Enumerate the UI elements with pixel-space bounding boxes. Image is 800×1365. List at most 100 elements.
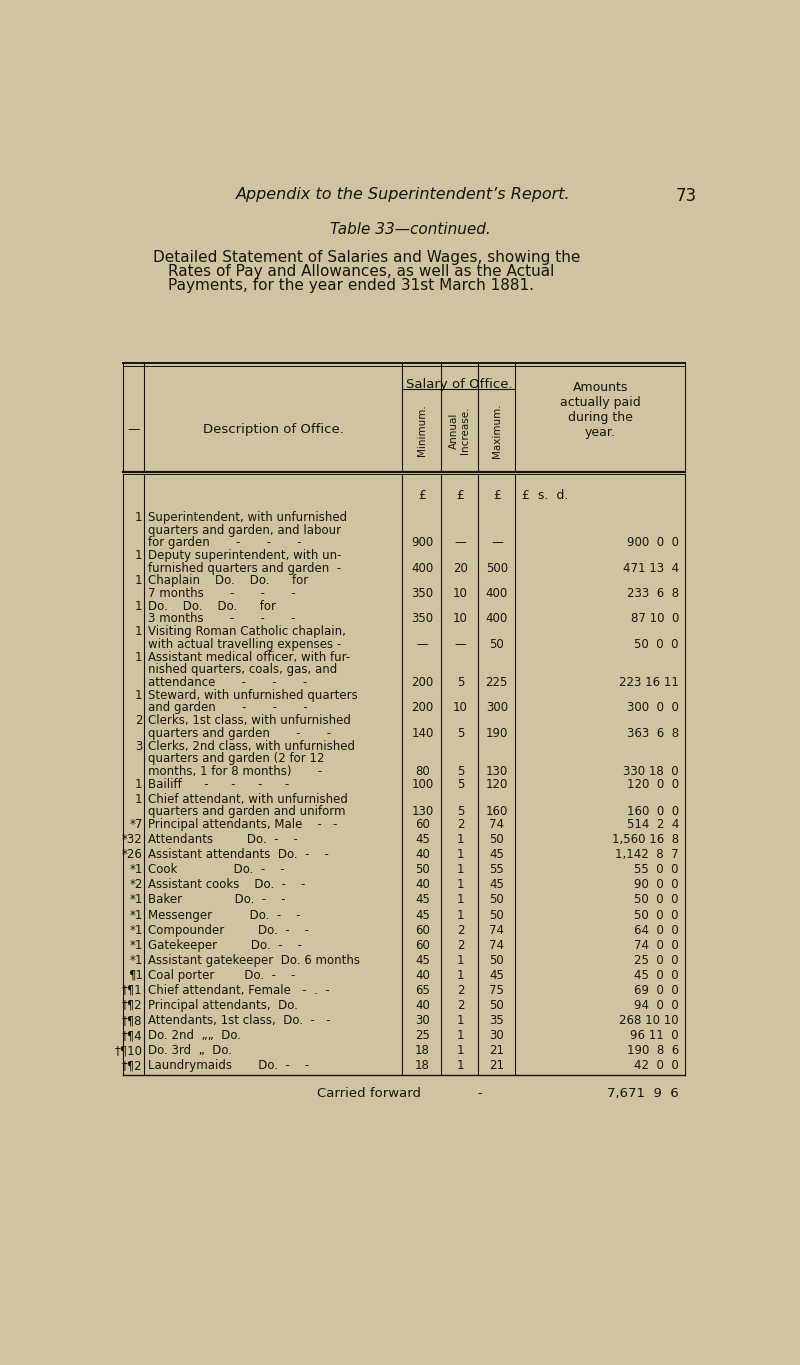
Text: 50: 50 [490,909,504,921]
Text: Minimum.: Minimum. [417,405,426,456]
Text: 190  8  6: 190 8 6 [626,1044,679,1058]
Text: quarters and garden       -       -: quarters and garden - - [148,726,331,740]
Text: †¶10: †¶10 [114,1044,142,1058]
Text: 10: 10 [453,587,468,601]
Text: 50: 50 [490,833,504,846]
Text: 1: 1 [457,863,464,876]
Text: Detailed Statement of Salaries and Wages, showing the: Detailed Statement of Salaries and Wages… [153,250,580,265]
Text: 2: 2 [457,999,464,1011]
Text: 1,560 16  8: 1,560 16 8 [612,833,679,846]
Text: 69  0  0: 69 0 0 [634,984,679,996]
Text: Do.    Do.    Do.      for: Do. Do. Do. for [148,599,276,613]
Text: 160  0  0: 160 0 0 [627,805,679,819]
Text: £: £ [418,489,426,502]
Text: 74: 74 [490,818,504,831]
Text: Chaplain    Do.    Do.      for: Chaplain Do. Do. for [148,575,308,587]
Text: Attendants         Do.  -    -: Attendants Do. - - [148,833,298,846]
Text: 50: 50 [490,637,504,651]
Text: 1: 1 [457,969,464,981]
Text: Chief attendant, Female   -  .  -: Chief attendant, Female - . - [148,984,330,996]
Text: Do. 2nd  „„  Do.: Do. 2nd „„ Do. [148,1029,241,1041]
Text: *7: *7 [130,818,142,831]
Text: *2: *2 [130,879,142,891]
Text: 21: 21 [490,1044,504,1058]
Text: Compounder         Do.  -    -: Compounder Do. - - [148,924,309,936]
Text: 50  0  0: 50 0 0 [634,909,679,921]
Text: 40: 40 [415,969,430,981]
Text: 74  0  0: 74 0 0 [634,939,679,951]
Text: Description of Office.: Description of Office. [202,423,344,435]
Text: *1: *1 [130,863,142,876]
Text: Assistant gatekeeper  Do. 6 months: Assistant gatekeeper Do. 6 months [148,954,360,966]
Text: —: — [454,536,466,549]
Text: 80: 80 [415,764,430,778]
Text: 1: 1 [135,511,142,524]
Text: 2: 2 [457,818,464,831]
Text: £: £ [493,489,501,502]
Text: Gatekeeper         Do.  -    -: Gatekeeper Do. - - [148,939,302,951]
Text: Maximum.: Maximum. [492,403,502,457]
Text: 45: 45 [490,848,504,861]
Text: 74: 74 [490,924,504,936]
Text: 500: 500 [486,561,508,575]
Text: 1: 1 [457,1014,464,1026]
Text: 1: 1 [457,879,464,891]
Text: 1: 1 [457,954,464,966]
Text: 140: 140 [411,726,434,740]
Text: Rates of Pay and Allowances, as well as the Actual: Rates of Pay and Allowances, as well as … [168,263,554,278]
Text: quarters and garden, and labour: quarters and garden, and labour [148,524,341,536]
Text: 100: 100 [411,778,434,790]
Text: 50: 50 [415,863,430,876]
Text: 1: 1 [457,894,464,906]
Text: Clerks, 1st class, with unfurnished: Clerks, 1st class, with unfurnished [148,714,351,728]
Text: 10: 10 [453,702,468,714]
Text: —: — [454,637,466,651]
Text: 1: 1 [135,575,142,587]
Text: 120  0  0: 120 0 0 [627,778,679,790]
Text: 5: 5 [457,764,464,778]
Text: 18: 18 [415,1059,430,1073]
Text: 50  0  0: 50 0 0 [634,894,679,906]
Text: 45: 45 [490,879,504,891]
Text: 35: 35 [490,1014,504,1026]
Text: 45  0  0: 45 0 0 [634,969,679,981]
Text: 330 18  0: 330 18 0 [623,764,679,778]
Text: 350: 350 [411,587,434,601]
Text: 363  6  8: 363 6 8 [627,726,679,740]
Text: *1: *1 [130,924,142,936]
Text: Messenger          Do.  -    -: Messenger Do. - - [148,909,301,921]
Text: 40: 40 [415,848,430,861]
Text: 45: 45 [415,833,430,846]
Text: †¶2: †¶2 [122,1059,142,1073]
Text: †¶8: †¶8 [122,1014,142,1026]
Text: Attendants, 1st class,  Do.  -   -: Attendants, 1st class, Do. - - [148,1014,330,1026]
Text: 7 months       -       -       -: 7 months - - - [148,587,296,601]
Text: 1: 1 [457,1044,464,1058]
Text: 20: 20 [453,561,468,575]
Text: 120: 120 [486,778,508,790]
Text: Principal attendants,  Do.: Principal attendants, Do. [148,999,298,1011]
Text: †¶4: †¶4 [122,1029,142,1041]
Text: 2: 2 [457,939,464,951]
Text: Amounts
actually paid
during the
year.: Amounts actually paid during the year. [560,381,641,440]
Text: Assistant medical officer, with fur-: Assistant medical officer, with fur- [148,651,350,663]
Text: 2: 2 [135,714,142,728]
Text: 64  0  0: 64 0 0 [634,924,679,936]
Text: 400: 400 [486,613,508,625]
Text: 90  0  0: 90 0 0 [634,879,679,891]
Text: Chief attendant, with unfurnished: Chief attendant, with unfurnished [148,793,348,805]
Text: Coal porter        Do.  -    -: Coal porter Do. - - [148,969,295,981]
Text: 1: 1 [457,1059,464,1073]
Text: 190: 190 [486,726,508,740]
Text: 7,671  9  6: 7,671 9 6 [607,1088,679,1100]
Text: 87 10  0: 87 10 0 [630,613,679,625]
Text: 55  0  0: 55 0 0 [634,863,679,876]
Text: 268 10 10: 268 10 10 [619,1014,679,1026]
Text: 94  0  0: 94 0 0 [634,999,679,1011]
Text: 1: 1 [135,689,142,702]
Text: 74: 74 [490,939,504,951]
Text: 130: 130 [411,805,434,819]
Text: 471 13  4: 471 13 4 [623,561,679,575]
Text: 30: 30 [415,1014,430,1026]
Text: 1: 1 [457,1029,464,1041]
